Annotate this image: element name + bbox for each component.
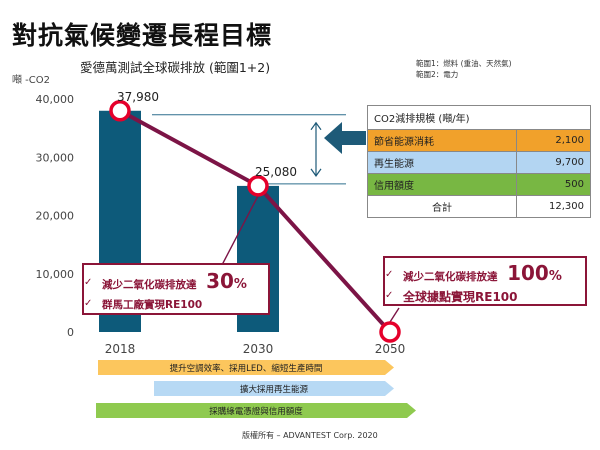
strategy-arrow-credits: 採購綠電憑證與信用額度: [96, 403, 416, 418]
strategy-arrow-energy-efficiency: 提升空調效率、採用LED、縮短生產時間: [98, 360, 394, 375]
callout-2030: ✓ 減少二氧化碳排放達 30% ✓ 群馬工廠實現RE100: [82, 263, 270, 315]
check-icon: ✓: [385, 290, 394, 301]
marker-2050: [379, 321, 401, 343]
strategy-label: 擴大採用再生能源: [239, 384, 308, 395]
callout-2050-pointer: [389, 307, 400, 323]
reduction-table-header: CO2減排規模 (噸/年): [367, 105, 591, 130]
trend-line: 37,980 25,080: [109, 90, 401, 343]
data-label: 37,980: [117, 90, 159, 104]
callout-2050-line1: ✓ 減少二氧化碳排放達 100%: [385, 261, 585, 287]
y-tick-label: 30,000: [36, 151, 75, 164]
strategy-label: 提升空調效率、採用LED、縮短生產時間: [169, 363, 323, 374]
reduction-row-total: 合計 12,300: [367, 195, 591, 218]
reduction-table: CO2減排規模 (噸/年) 節省能源消耗 2,100 再生能源 9,700 信用…: [367, 105, 591, 218]
x-tick-label: 2050: [375, 342, 406, 356]
callout-2030-pointer: [221, 195, 259, 266]
callout-2030-unit: %: [233, 277, 247, 292]
reduction-row-value: 9,700: [516, 151, 591, 174]
reduction-table-header-row: CO2減排規模 (噸/年): [367, 105, 591, 130]
arrow-head-down-icon: [310, 168, 322, 177]
copyright: 版權所有 – ADVANTEST Corp. 2020: [242, 431, 378, 440]
check-icon: ✓: [84, 277, 93, 288]
callout-2050-unit: %: [548, 269, 562, 284]
y-tick-label: 20,000: [36, 210, 75, 223]
y-axis: 0 10,000 20,000 30,000 40,000: [36, 93, 75, 339]
callout-2030-value: 30: [206, 269, 234, 293]
marker-2018: [109, 100, 131, 122]
callout-2030-line2: ✓ 群馬工廠實現RE100: [84, 295, 268, 313]
left-arrow-icon: [324, 122, 366, 154]
callout-2050-line1-group: 減少二氧化碳排放達 100%: [403, 261, 562, 285]
callout-2030-line1-group: 減少二氧化碳排放達 30%: [102, 269, 247, 293]
page-title: 對抗氣候變遷長程目標: [12, 21, 273, 50]
x-tick-label: 2030: [243, 342, 274, 356]
reduction-row-label: 再生能源: [367, 151, 517, 174]
reduction-row-renewable: 再生能源 9,700: [367, 151, 591, 174]
y-tick-label: 10,000: [36, 268, 75, 281]
reduction-guides: [152, 114, 400, 323]
reduction-row-value: 500: [516, 173, 591, 196]
marker-2030: [247, 175, 269, 197]
reduction-total-value: 12,300: [516, 195, 591, 218]
callout-2030-line1: ✓ 減少二氧化碳排放達 30%: [84, 269, 268, 295]
check-icon: ✓: [84, 298, 93, 309]
callout-2030-text: 減少二氧化碳排放達: [102, 279, 197, 291]
reduction-row-label: 節省能源消耗: [367, 129, 517, 152]
x-tick-label: 2018: [105, 342, 136, 356]
reduction-row-value: 2,100: [516, 129, 591, 152]
callout-2050-value: 100: [507, 261, 549, 285]
strategy-arrow-renewable: 擴大採用再生能源: [154, 381, 394, 396]
data-label: 25,080: [255, 165, 297, 179]
arrow-head-up-icon: [310, 121, 322, 131]
y-tick-label: 40,000: [36, 93, 75, 106]
reduction-row-energy-saving: 節省能源消耗 2,100: [367, 129, 591, 152]
reduction-row-label: 信用額度: [367, 173, 517, 196]
y-tick-label: 0: [67, 326, 74, 339]
scope-1-note: 範圍1：燃料 (重油、天然氣): [416, 59, 512, 68]
check-icon: ✓: [385, 269, 394, 280]
chart-title: 愛德萬測試全球碳排放 (範圍1+2): [80, 60, 271, 75]
callout-2050-line2: ✓ 全球據點實現RE100: [385, 287, 585, 305]
callout-2050: ✓ 減少二氧化碳排放達 100% ✓ 全球據點實現RE100: [383, 256, 587, 306]
strategy-label: 採購綠電憑證與信用額度: [209, 406, 303, 417]
x-axis: 2018 2030 2050: [105, 342, 406, 356]
y-axis-label: 噸 -CO2: [12, 75, 51, 86]
reduction-total-label: 合計: [367, 195, 517, 218]
callout-2050-text2: 全球據點實現RE100: [403, 290, 518, 304]
scope-2-note: 範圍2：電力: [416, 70, 459, 79]
reduction-row-credits: 信用額度 500: [367, 173, 591, 196]
callout-2050-text: 減少二氧化碳排放達: [403, 271, 498, 283]
callout-2030-text2: 群馬工廠實現RE100: [102, 299, 203, 311]
